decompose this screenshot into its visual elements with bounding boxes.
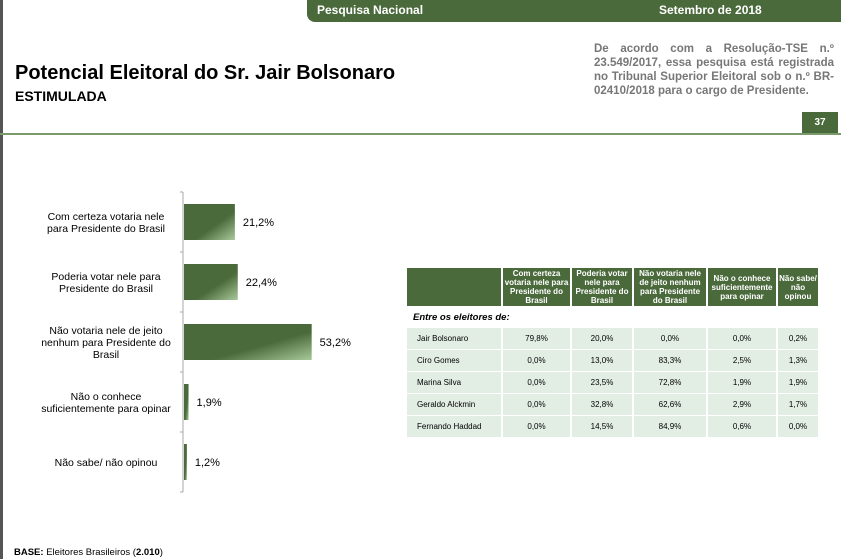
table-cell: 0,0% (708, 328, 776, 349)
bar (184, 444, 187, 480)
table-cell: 0,0% (503, 350, 570, 371)
base-close: ) (159, 547, 163, 558)
registration-note: De acordo com a Resolução-TSE n.º 23.549… (594, 43, 834, 97)
table-cell: 83,3% (634, 350, 706, 371)
section-label: Entre os eleitores de: (407, 307, 818, 327)
bar (184, 264, 238, 300)
bar (184, 324, 312, 360)
table-cell: 72,8% (634, 372, 706, 393)
table-row: Jair Bolsonaro 79,8% 20,0% 0,0% 0,0% 0,2% (407, 328, 818, 349)
table-cell: 62,6% (634, 394, 706, 415)
table-cell: 0,0% (503, 372, 570, 393)
column-header (407, 268, 501, 306)
bar (184, 204, 235, 240)
base-note: BASE: Eleitores Brasileiros (2.010) (14, 547, 163, 558)
page-subtitle: ESTIMULADA (15, 88, 107, 104)
category-label: Não o conhece suficientemente para opinar (41, 391, 171, 415)
header-left: Pesquisa Nacional (317, 3, 424, 17)
bar-value-label: 1,2% (195, 457, 220, 469)
table-cell: 2,5% (708, 350, 776, 371)
row-label: Marina Silva (407, 372, 501, 393)
table-cell: 0,0% (503, 394, 570, 415)
table-cell: 0,2% (778, 328, 818, 349)
table-cell: 79,8% (503, 328, 570, 349)
bar-value-label: 22,4% (246, 277, 277, 289)
row-label: Ciro Gomes (407, 350, 501, 371)
header-right: Setembro de 2018 (659, 3, 762, 17)
category-label: Não votaria nele de jeito nenhum para Pre… (41, 325, 171, 361)
base-label: BASE: (14, 547, 44, 558)
table-cell: 0,0% (634, 328, 706, 349)
table-cell: 0,6% (708, 416, 776, 437)
column-header: Não o conhece suficientemente para opina… (708, 268, 776, 306)
table-cell: 0,0% (503, 416, 570, 437)
base-n: 2.010 (135, 547, 160, 558)
table-cell: 20,0% (572, 328, 632, 349)
category-label: Poderia votar nele para Presidente do Bra… (51, 271, 160, 295)
table-row: Ciro Gomes 0,0% 13,0% 83,3% 2,5% 1,3% (407, 350, 818, 371)
table-cell: 1,9% (708, 372, 776, 393)
table-cell: 32,8% (572, 394, 632, 415)
table-cell: 84,9% (634, 416, 706, 437)
table-cell: 1,3% (778, 350, 818, 371)
page-title: Potencial Eleitoral do Sr. Jair Bolsonar… (15, 62, 396, 84)
base-text: Eleitores Brasileiros ( (43, 547, 136, 558)
table-cell: 1,9% (778, 372, 818, 393)
table-row: Fernando Haddad 0,0% 14,5% 84,9% 0,6% 0,0% (407, 416, 818, 437)
table-cell: 13,0% (572, 350, 632, 371)
table-row: Marina Silva 0,0% 23,5% 72,8% 1,9% 1,9% (407, 372, 818, 393)
table-cell: 0,0% (778, 416, 818, 437)
bar (184, 384, 189, 420)
column-header: Com certeza votaria nele para Presidente… (503, 268, 570, 306)
table-cell: 23,5% (572, 372, 632, 393)
bar-value-label: 21,2% (243, 217, 274, 229)
table-row: Geraldo Alckmin 0,0% 32,8% 62,6% 2,9% 1,7% (407, 394, 818, 415)
left-edge (0, 0, 3, 559)
row-label: Geraldo Alckmin (407, 394, 501, 415)
crosstab-table: Com certeza votaria nele para Presidente… (405, 267, 820, 438)
row-label: Jair Bolsonaro (407, 328, 501, 349)
table-cell: 2,9% (708, 394, 776, 415)
column-header: Não sabe/ não opinou (778, 268, 818, 306)
column-header: Poderia votar nele para Presidente do Br… (572, 268, 632, 306)
bar-value-label: 53,2% (320, 337, 351, 349)
row-label: Fernando Haddad (407, 416, 501, 437)
bar-value-label: 1,9% (197, 397, 222, 409)
page-number: 37 (802, 112, 838, 133)
divider (0, 133, 841, 135)
header-bar: Pesquisa Nacional Setembro de 2018 (307, 0, 841, 22)
category-label: Não sabe/ não opinou (55, 457, 158, 469)
table-cell: 14,5% (572, 416, 632, 437)
table-cell: 1,7% (778, 394, 818, 415)
category-label: Com certeza votaria nele para Presidente … (47, 211, 165, 235)
column-header: Não votaria nele de jeito nenhum para Pr… (634, 268, 706, 306)
